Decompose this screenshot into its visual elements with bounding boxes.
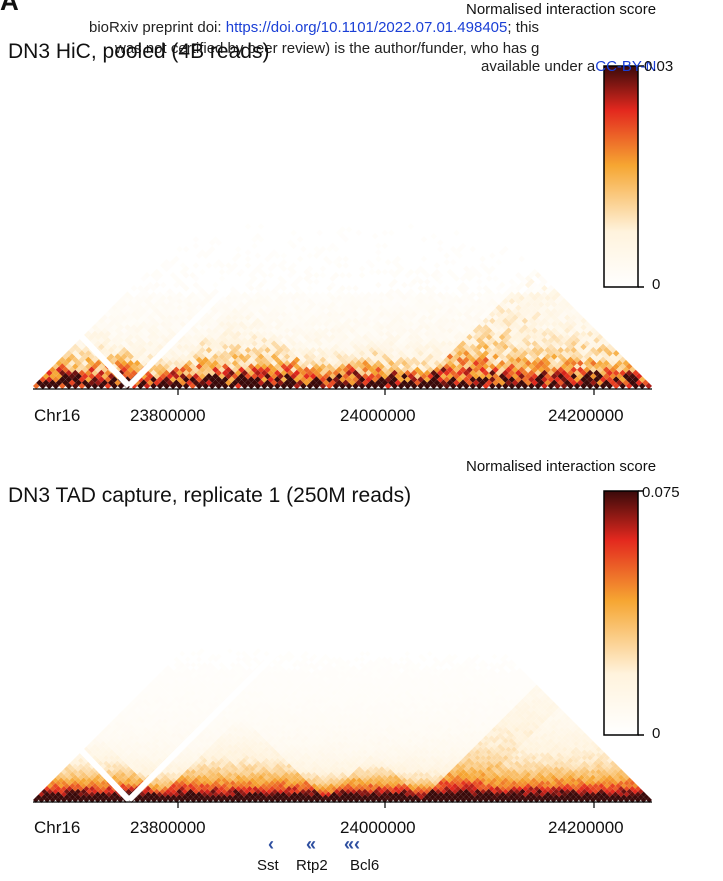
colorbar xyxy=(603,490,639,736)
colorbar-title-bottom: Normalised interaction score xyxy=(466,458,657,475)
preprint-line-3: available under aCC-BY-N xyxy=(481,58,657,75)
gene-strand-arrow-icon: «‹ xyxy=(344,834,361,854)
tick-label-bottom: 23800000 xyxy=(130,818,206,837)
license-link[interactable]: CC-BY-N xyxy=(595,58,657,75)
heatmap-cells xyxy=(33,223,652,390)
gene-label: Sst xyxy=(257,857,279,874)
tick-label-top: 24200000 xyxy=(548,406,624,425)
gene-label: Rtp2 xyxy=(296,857,328,874)
mask-line xyxy=(126,537,392,803)
tick-label-top: 24000000 xyxy=(340,406,416,425)
mask-line xyxy=(78,333,132,389)
mask-line xyxy=(78,747,132,803)
chrom-label-bottom: Chr16 xyxy=(34,818,81,837)
doi-link[interactable]: https://doi.org/10.1101/2022.07.01.49840… xyxy=(225,19,508,36)
gene-strand-arrow-icon: ‹ xyxy=(268,834,274,854)
panel-letter: A xyxy=(0,0,19,16)
heatmap-cells xyxy=(33,648,652,803)
chrom-label-top: Chr16 xyxy=(34,406,81,425)
colorbar-max-top: 0.03 xyxy=(644,58,674,75)
tick-label-bottom: 24000000 xyxy=(340,818,416,837)
preprint-line-1: bioRxiv preprint doi: https://doi.org/10… xyxy=(89,19,540,36)
mask-line xyxy=(126,273,242,389)
gene-label: Bcl6 xyxy=(350,857,380,874)
colorbar-min-bottom: 0 xyxy=(652,725,661,742)
colorbar-max-bottom: 0.075 xyxy=(642,484,680,501)
tick-label-top: 23800000 xyxy=(130,406,206,425)
tick-label-bottom: 24200000 xyxy=(548,818,624,837)
colorbar xyxy=(603,65,639,288)
preprint-line-2: was not certified by peer review) is the… xyxy=(115,40,540,57)
gene-strand-arrow-icon: « xyxy=(306,834,317,854)
colorbar-title-top: Normalised interaction score xyxy=(466,1,657,18)
colorbar-min-top: 0 xyxy=(652,276,661,293)
panel-title-bottom: DN3 TAD capture, replicate 1 (250M reads… xyxy=(8,484,412,507)
panel-title-top: DN3 HiC, pooled (4B reads) xyxy=(8,40,270,63)
